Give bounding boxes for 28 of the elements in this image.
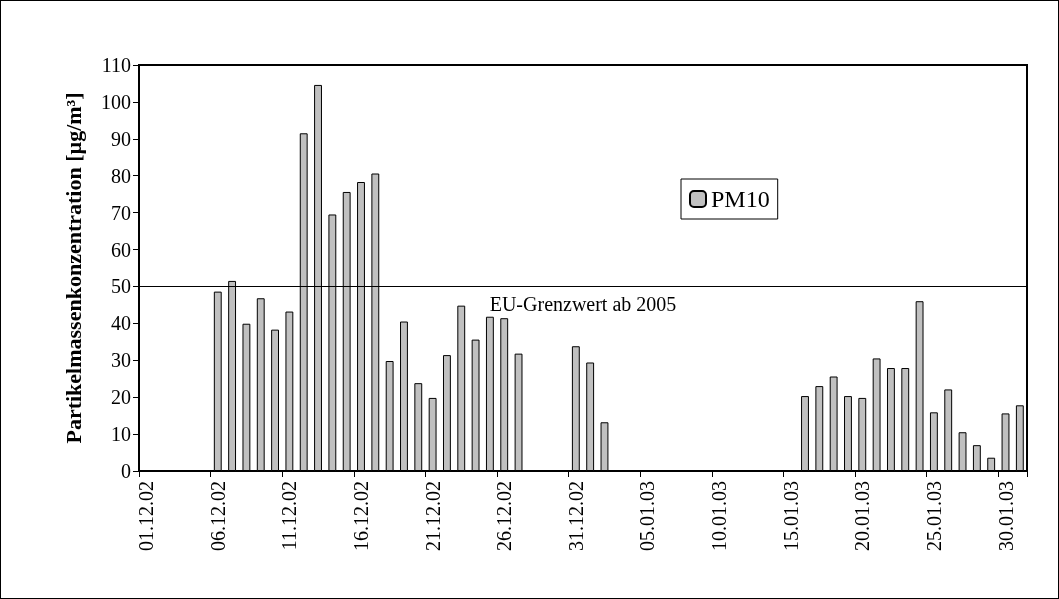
x-tick-label: 11.12.02 (278, 481, 301, 551)
y-tick-label: 80 (111, 164, 131, 187)
x-tick-label: 21.12.02 (421, 481, 444, 551)
y-tick-label: 0 (121, 460, 131, 482)
x-tick-label: 15.01.03 (779, 481, 802, 551)
y-tick-label: 100 (101, 90, 131, 113)
x-tick-label: 06.12.02 (206, 481, 229, 551)
x-tick-label: 26.12.02 (493, 481, 516, 551)
y-tick-label: 110 (101, 54, 131, 76)
y-tick-label: 10 (111, 423, 131, 446)
y-tick-label: 70 (111, 201, 131, 224)
y-tick-label: 20 (111, 386, 131, 409)
x-tick-label: 30.01.03 (994, 481, 1017, 551)
y-tick-label: 30 (111, 349, 131, 372)
y-axis-title: Partikelmassenkonzentration [µg/m³] (60, 92, 86, 444)
x-tick-label: 31.12.02 (564, 481, 587, 551)
x-tick-label: 16.12.02 (350, 481, 372, 551)
x-tick-label: 20.01.03 (851, 481, 874, 551)
legend-label: PM10 (711, 186, 770, 212)
y-tick-label: 90 (111, 127, 131, 150)
y-tick-label: 40 (111, 312, 131, 335)
x-tick-label: 01.12.02 (135, 481, 158, 551)
x-tick-label: 05.01.03 (636, 481, 659, 551)
x-tick-label: 25.01.03 (922, 481, 945, 551)
y-tick-label: 60 (111, 238, 131, 261)
x-tick-label: 10.01.03 (708, 481, 731, 551)
ref-line-label: EU-Grenzwert ab 2005 (489, 293, 677, 316)
y-tick-label: 50 (111, 275, 131, 298)
